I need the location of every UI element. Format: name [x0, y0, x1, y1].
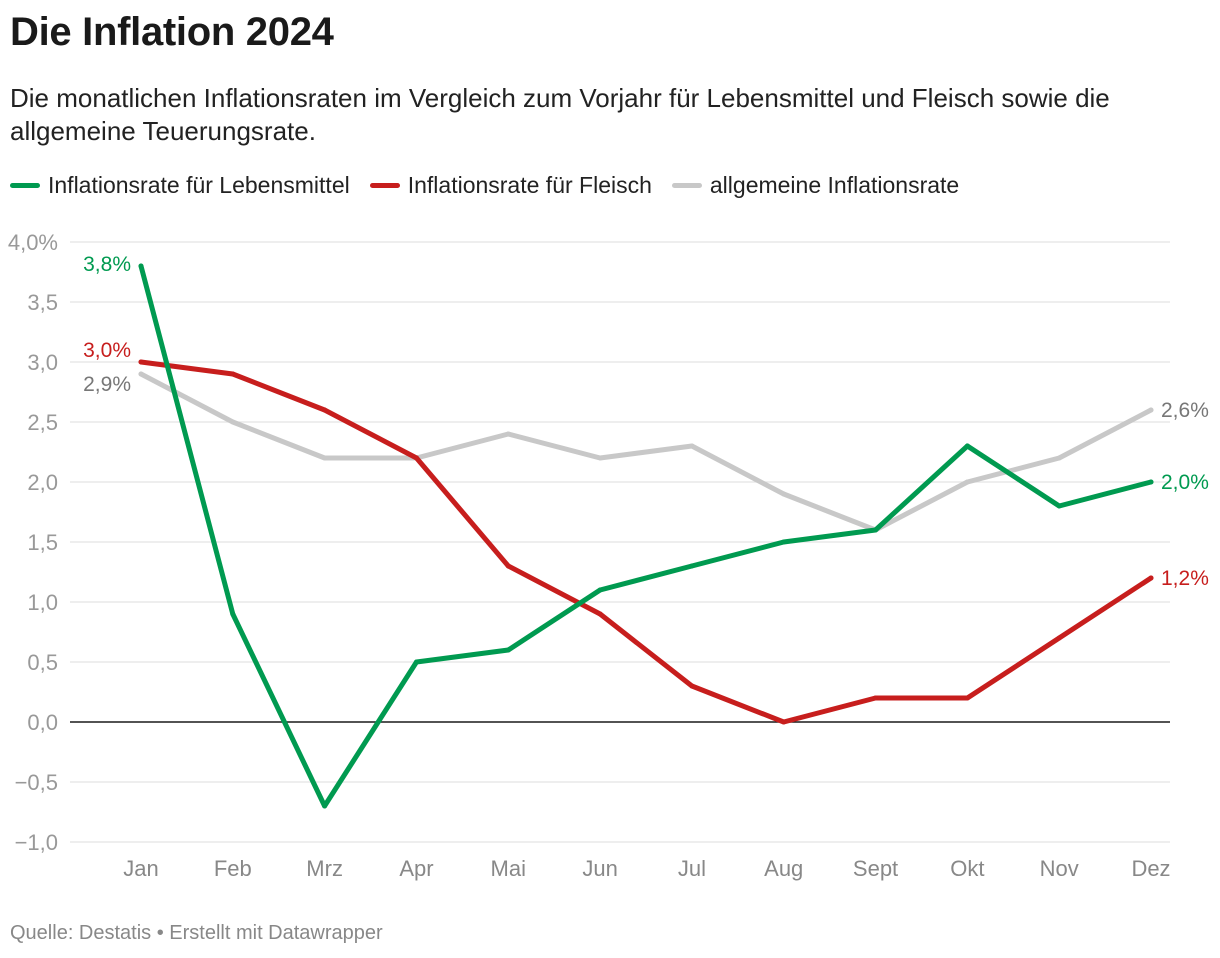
data-point-fleisch	[597, 611, 603, 617]
y-tick-label: −1,0	[15, 830, 58, 855]
data-point-lebensmittel	[964, 443, 970, 449]
data-point-lebensmittel	[505, 647, 511, 653]
data-point-fleisch	[689, 683, 695, 689]
grid-layer: 4,0% 3,5 3,0 2,5 2,0 1,5 1,0 0,5 0,0 −0,5 −1,0 Jan F…	[8, 230, 1171, 881]
x-tick-label: Mrz	[306, 856, 343, 881]
series-line-allgemein	[138, 371, 1154, 533]
data-point-fleisch	[964, 695, 970, 701]
chart-title: Die Inflation 2024	[10, 10, 334, 54]
legend-item-fleisch: Inflationsrate für Fleisch	[369, 172, 652, 199]
x-tick-label: Jul	[678, 856, 706, 881]
start-label-fleisch: 3,0%	[83, 339, 131, 362]
label-layer: 3,8% 2,0% 3,0% 1,2% 2,9% 2,6%	[83, 253, 1209, 590]
data-point-fleisch	[1056, 635, 1062, 641]
y-tick-label: 3,5	[27, 290, 58, 315]
x-tick-label: Sept	[853, 856, 898, 881]
data-point-lebensmittel	[138, 263, 144, 269]
data-point-lebensmittel	[413, 659, 419, 665]
series-layer	[138, 263, 1154, 809]
data-point-allgemein	[322, 455, 328, 461]
data-point-allgemein	[1148, 407, 1154, 413]
legend: Inflationsrate für Lebensmittel Inflatio…	[10, 172, 979, 199]
x-tick-label: Feb	[214, 856, 252, 881]
x-tick-label: Okt	[950, 856, 984, 881]
data-point-lebensmittel	[781, 539, 787, 545]
y-tick-label: 0,5	[27, 650, 58, 675]
legend-swatch-allgemein	[671, 183, 702, 188]
x-tick-label: Aug	[764, 856, 803, 881]
data-point-fleisch	[1148, 575, 1154, 581]
end-label-lebensmittel: 2,0%	[1161, 471, 1209, 494]
data-point-allgemein	[230, 419, 236, 425]
legend-label-allgemein: allgemeine Inflationsrate	[709, 172, 960, 198]
legend-swatch-fleisch	[369, 183, 400, 188]
data-point-fleisch	[781, 719, 787, 725]
data-point-fleisch	[138, 359, 144, 365]
data-point-fleisch	[505, 563, 511, 569]
data-point-fleisch	[873, 695, 879, 701]
data-point-lebensmittel	[689, 563, 695, 569]
data-point-allgemein	[138, 371, 144, 377]
y-tick-label: 3,0	[27, 350, 58, 375]
start-label-allgemein: 2,9%	[83, 373, 131, 396]
data-point-lebensmittel	[1056, 503, 1062, 509]
data-point-lebensmittel	[1148, 479, 1154, 485]
data-point-allgemein	[1056, 455, 1062, 461]
data-point-lebensmittel	[873, 527, 879, 533]
source-note: Quelle: Destatis • Erstellt mit Datawrap…	[10, 922, 383, 944]
y-tick-label: 2,5	[27, 410, 58, 435]
chart-subtitle: Die monatlichen Inflationsraten im Vergl…	[10, 83, 1110, 146]
data-point-fleisch	[413, 455, 419, 461]
data-point-allgemein	[964, 479, 970, 485]
legend-item-lebensmittel: Inflationsrate für Lebensmittel	[10, 172, 350, 199]
data-point-allgemein	[597, 455, 603, 461]
series-line-fleisch	[138, 359, 1154, 725]
y-tick-label: 2,0	[27, 470, 58, 495]
data-point-lebensmittel	[597, 587, 603, 593]
y-tick-label: 1,0	[27, 590, 58, 615]
y-tick-label: 1,5	[27, 530, 58, 555]
end-label-allgemein: 2,6%	[1161, 399, 1209, 422]
x-tick-label: Dez	[1131, 856, 1170, 881]
end-label-fleisch: 1,2%	[1161, 567, 1209, 590]
x-tick-label: Nov	[1040, 856, 1079, 881]
x-tick-label: Mai	[491, 856, 526, 881]
data-point-fleisch	[230, 371, 236, 377]
data-point-lebensmittel	[322, 803, 328, 809]
series-line-lebensmittel	[138, 263, 1154, 809]
data-point-allgemein	[689, 443, 695, 449]
legend-item-allgemein: allgemeine Inflationsrate	[671, 172, 960, 199]
x-tick-label: Jun	[582, 856, 617, 881]
y-tick-label: 0,0	[27, 710, 58, 735]
x-tick-label: Jan	[123, 856, 158, 881]
data-point-lebensmittel	[230, 611, 236, 617]
data-point-allgemein	[781, 491, 787, 497]
line-chart: 4,0% 3,5 3,0 2,5 2,0 1,5 1,0 0,5 0,0 −0,5 −1,0 Jan F…	[8, 230, 1209, 881]
x-tick-label: Apr	[399, 856, 433, 881]
y-tick-label: 4,0%	[8, 230, 58, 255]
legend-swatch-lebensmittel	[10, 183, 40, 188]
data-point-allgemein	[505, 431, 511, 437]
legend-label-lebensmittel: Inflationsrate für Lebensmittel	[48, 172, 350, 198]
legend-label-fleisch: Inflationsrate für Fleisch	[407, 172, 652, 198]
y-tick-label: −0,5	[15, 770, 58, 795]
start-label-lebensmittel: 3,8%	[83, 253, 131, 276]
data-point-fleisch	[322, 407, 328, 413]
